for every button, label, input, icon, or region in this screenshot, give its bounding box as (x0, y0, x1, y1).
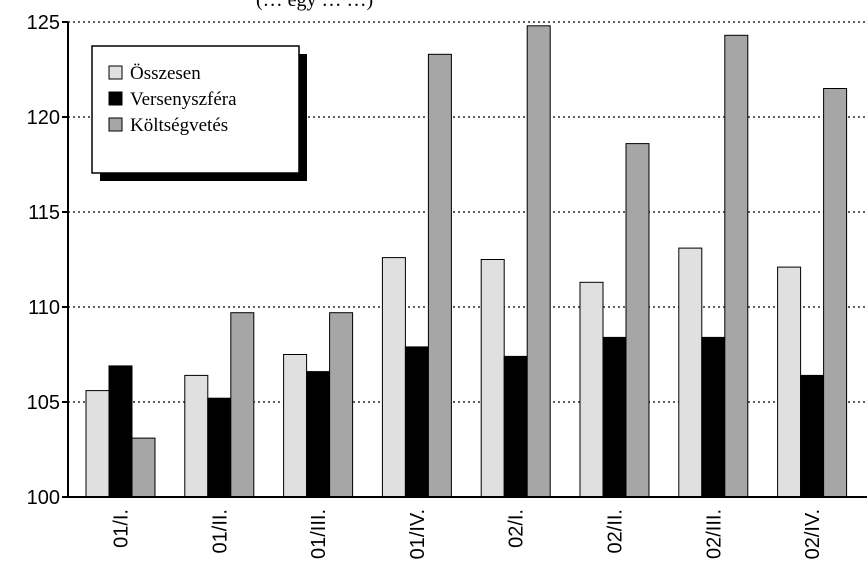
bar-összesen-3 (283, 354, 308, 498)
legend-label: Összesen (130, 63, 201, 84)
legend: Összesen Versenyszféra Költségvetés (91, 45, 307, 181)
bar-költségvetés-5 (526, 25, 551, 498)
bar-költségvetés-3 (329, 312, 354, 498)
chart-title: (… egy … …) (256, 0, 373, 11)
legend-label: Versenyszféra (130, 89, 237, 110)
legend-swatch-költségvetés (108, 117, 123, 132)
x-tick-label: 01/I. (111, 509, 133, 548)
bar-összesen-1 (85, 390, 110, 498)
bar-összesen-8 (777, 266, 802, 498)
y-tick-label: 100 (27, 487, 60, 509)
bar-versenyszféra-1 (108, 365, 133, 498)
bars (85, 25, 848, 498)
legend-box (91, 45, 300, 174)
bar-összesen-5 (480, 259, 505, 498)
x-tick-label: 02/II. (605, 509, 627, 553)
bar-költségvetés-1 (131, 437, 156, 498)
x-tick-label: 01/II. (209, 509, 231, 553)
bar-versenyszféra-7 (701, 336, 726, 498)
y-tick-label: 120 (27, 107, 60, 129)
bar-költségvetés-7 (724, 34, 749, 498)
y-tick-label: 105 (27, 392, 60, 414)
x-tick-labels: 01/I. 01/II. 01/III. 01/IV. 02/I. 02/II. 02/II… (111, 509, 825, 559)
bar-versenyszféra-6 (602, 336, 627, 498)
bar-versenyszféra-4 (404, 346, 429, 498)
y-tick-label: 110 (28, 297, 60, 319)
legend-swatch-összesen (108, 65, 123, 80)
y-tick-label: 125 (27, 12, 60, 34)
bar-költségvetés-6 (625, 143, 650, 498)
bar-összesen-6 (579, 281, 604, 498)
bar-költségvetés-2 (230, 312, 255, 498)
bar-összesen-7 (678, 247, 703, 498)
y-tick-label: 115 (28, 202, 60, 224)
x-tick-label: 02/III. (703, 509, 725, 559)
x-tick-label: 01/IV. (407, 509, 429, 559)
bar-versenyszféra-5 (503, 355, 528, 498)
x-tick-label: 01/III. (308, 509, 330, 559)
x-tick-label: 02/IV. (802, 509, 824, 559)
bar-versenyszféra-8 (800, 374, 825, 498)
bar-versenyszféra-2 (207, 397, 232, 498)
x-tick-label: 02/I. (506, 509, 528, 548)
bar-versenyszféra-3 (306, 371, 331, 498)
bar-költségvetés-4 (427, 53, 452, 498)
y-tick-labels: 100 105 110 115 120 125 (27, 12, 68, 509)
bar-költségvetés-8 (823, 88, 848, 498)
bar-összesen-2 (184, 374, 209, 498)
bar-összesen-4 (381, 257, 406, 498)
legend-label: Költségvetés (130, 115, 228, 136)
legend-swatch-versenyszféra (108, 91, 123, 106)
